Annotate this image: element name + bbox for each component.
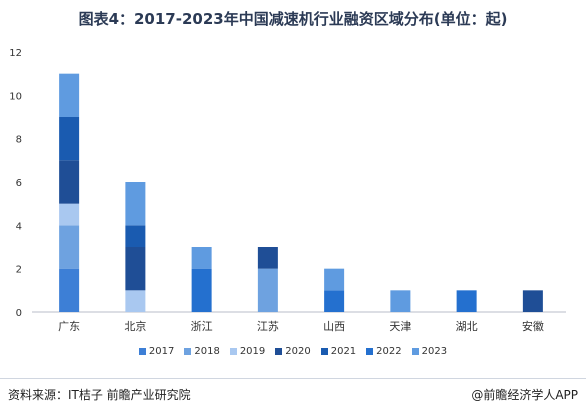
legend-swatch [184, 348, 192, 355]
bar-segment-2022 [456, 290, 477, 312]
bar-segment-2017 [59, 268, 80, 312]
legend-swatch [320, 348, 328, 355]
legend-label: 2018 [194, 346, 220, 357]
legend-item: 2017 [138, 346, 175, 357]
bar-segment-2023 [390, 290, 411, 312]
bar-segment-2021 [125, 225, 146, 247]
y-tick-label: 2 [16, 265, 22, 276]
legend-swatch [275, 348, 283, 355]
top-border [0, 0, 586, 2]
y-tick-label: 0 [16, 308, 22, 319]
y-tick-label: 8 [16, 135, 22, 146]
footer-divider [0, 378, 586, 379]
x-tick-label: 天津 [389, 320, 411, 333]
y-tick-label: 6 [16, 178, 22, 189]
legend-item: 2020 [275, 346, 311, 357]
chart-legend: 2017 2018 2019 2020 2021 2022 2023 [0, 346, 586, 357]
bar-segment-2020 [522, 290, 543, 312]
x-tick-label: 广东 [58, 320, 80, 333]
bar-segment-2023 [59, 73, 80, 117]
brand-credit: @前瞻经济学人APP [471, 388, 578, 402]
legend-label: 2017 [148, 346, 175, 357]
legend-label: 2021 [330, 346, 357, 357]
legend-item: 2022 [366, 346, 402, 357]
bar-segment-2019 [125, 290, 146, 312]
bar-segment-2022 [324, 290, 345, 312]
legend-item: 2019 [229, 346, 266, 357]
legend-swatch [138, 348, 146, 355]
legend-swatch [366, 348, 374, 355]
bar-segment-2020 [59, 160, 80, 204]
bar-segment-2022 [191, 268, 212, 312]
y-tick-label: 4 [16, 221, 22, 232]
bar-segment-2021 [59, 117, 80, 161]
legend-item: 2021 [320, 346, 357, 357]
chart-title: 图表4：2017-2023年中国减速机行业融资区域分布(单位：起) [78, 10, 508, 28]
legend-swatch [229, 348, 237, 355]
bar-segment-2020 [257, 247, 278, 269]
x-tick-label: 湖北 [456, 320, 478, 333]
legend-label: 2022 [376, 346, 402, 357]
legend-item: 2018 [184, 346, 220, 357]
x-tick-label: 北京 [124, 319, 146, 333]
legend-swatch [411, 348, 419, 355]
x-tick-label: 山西 [323, 320, 345, 333]
x-tick-label: 浙江 [191, 320, 213, 333]
source-note: 资料来源：IT桔子 前瞻产业研究院 [8, 388, 191, 402]
x-tick-label: 江苏 [257, 320, 279, 333]
bar-segment-2018 [257, 268, 278, 312]
bar-segment-2019 [59, 203, 80, 226]
bar-segment-2023 [125, 182, 146, 226]
legend-label: 2019 [239, 346, 266, 357]
x-tick-label: 安徽 [522, 319, 544, 333]
legend-item: 2023 [411, 346, 448, 357]
legend-label: 2023 [421, 346, 448, 357]
bar-segment-2023 [191, 247, 212, 269]
y-tick-label: 10 [9, 91, 22, 102]
bar-segment-2020 [125, 247, 146, 291]
legend-label: 2020 [285, 346, 311, 357]
y-tick-label: 12 [9, 48, 22, 59]
bar-segment-2023 [324, 268, 345, 291]
bar-segment-2018 [59, 225, 80, 269]
